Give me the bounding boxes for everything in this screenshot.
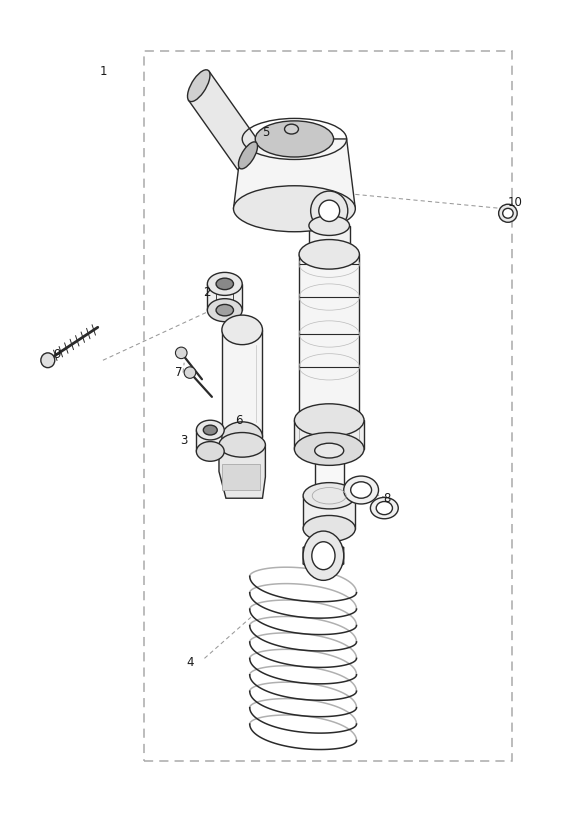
Ellipse shape (216, 304, 233, 316)
Ellipse shape (41, 353, 55, 368)
Text: 10: 10 (507, 196, 522, 209)
Polygon shape (334, 541, 344, 570)
Polygon shape (303, 496, 355, 529)
Ellipse shape (318, 218, 341, 234)
Ellipse shape (303, 516, 355, 541)
Ellipse shape (233, 185, 355, 232)
Ellipse shape (294, 404, 364, 437)
Ellipse shape (351, 482, 371, 499)
Polygon shape (222, 464, 259, 490)
Polygon shape (309, 226, 350, 252)
Polygon shape (222, 330, 262, 437)
Ellipse shape (315, 443, 344, 458)
Ellipse shape (319, 200, 340, 222)
Ellipse shape (294, 433, 364, 466)
Text: 9: 9 (52, 348, 60, 361)
Ellipse shape (219, 433, 265, 457)
Ellipse shape (370, 498, 398, 519)
Bar (143, 50, 512, 761)
Ellipse shape (299, 240, 359, 269)
Ellipse shape (188, 70, 210, 101)
Text: 1: 1 (99, 65, 107, 77)
Ellipse shape (503, 208, 513, 218)
Ellipse shape (238, 142, 258, 169)
Polygon shape (315, 451, 344, 494)
Polygon shape (318, 529, 341, 536)
Ellipse shape (309, 216, 350, 236)
Ellipse shape (285, 124, 298, 134)
Polygon shape (294, 420, 364, 449)
Ellipse shape (303, 483, 355, 509)
Ellipse shape (315, 487, 344, 502)
Ellipse shape (255, 121, 333, 157)
Polygon shape (196, 430, 224, 452)
Ellipse shape (376, 502, 392, 515)
Ellipse shape (175, 347, 187, 358)
Ellipse shape (196, 420, 224, 440)
Polygon shape (233, 139, 355, 208)
Ellipse shape (344, 476, 378, 504)
Polygon shape (303, 541, 313, 570)
Ellipse shape (208, 298, 242, 321)
Ellipse shape (311, 191, 348, 231)
Polygon shape (299, 255, 359, 420)
Text: 7: 7 (174, 366, 182, 379)
Ellipse shape (498, 204, 517, 222)
Polygon shape (208, 284, 242, 310)
Ellipse shape (203, 425, 217, 435)
Text: 5: 5 (262, 126, 269, 139)
Ellipse shape (309, 242, 350, 262)
Polygon shape (188, 71, 258, 170)
Ellipse shape (196, 442, 224, 461)
Ellipse shape (222, 422, 262, 452)
Ellipse shape (216, 279, 233, 290)
Ellipse shape (184, 367, 196, 378)
Text: 4: 4 (186, 656, 194, 669)
Ellipse shape (312, 541, 335, 569)
Text: 8: 8 (384, 492, 391, 505)
Text: 6: 6 (236, 414, 243, 427)
Ellipse shape (222, 315, 262, 344)
Text: 3: 3 (181, 434, 188, 447)
Polygon shape (219, 445, 265, 499)
Text: 2: 2 (203, 287, 211, 299)
Ellipse shape (303, 531, 344, 580)
Ellipse shape (208, 273, 242, 295)
